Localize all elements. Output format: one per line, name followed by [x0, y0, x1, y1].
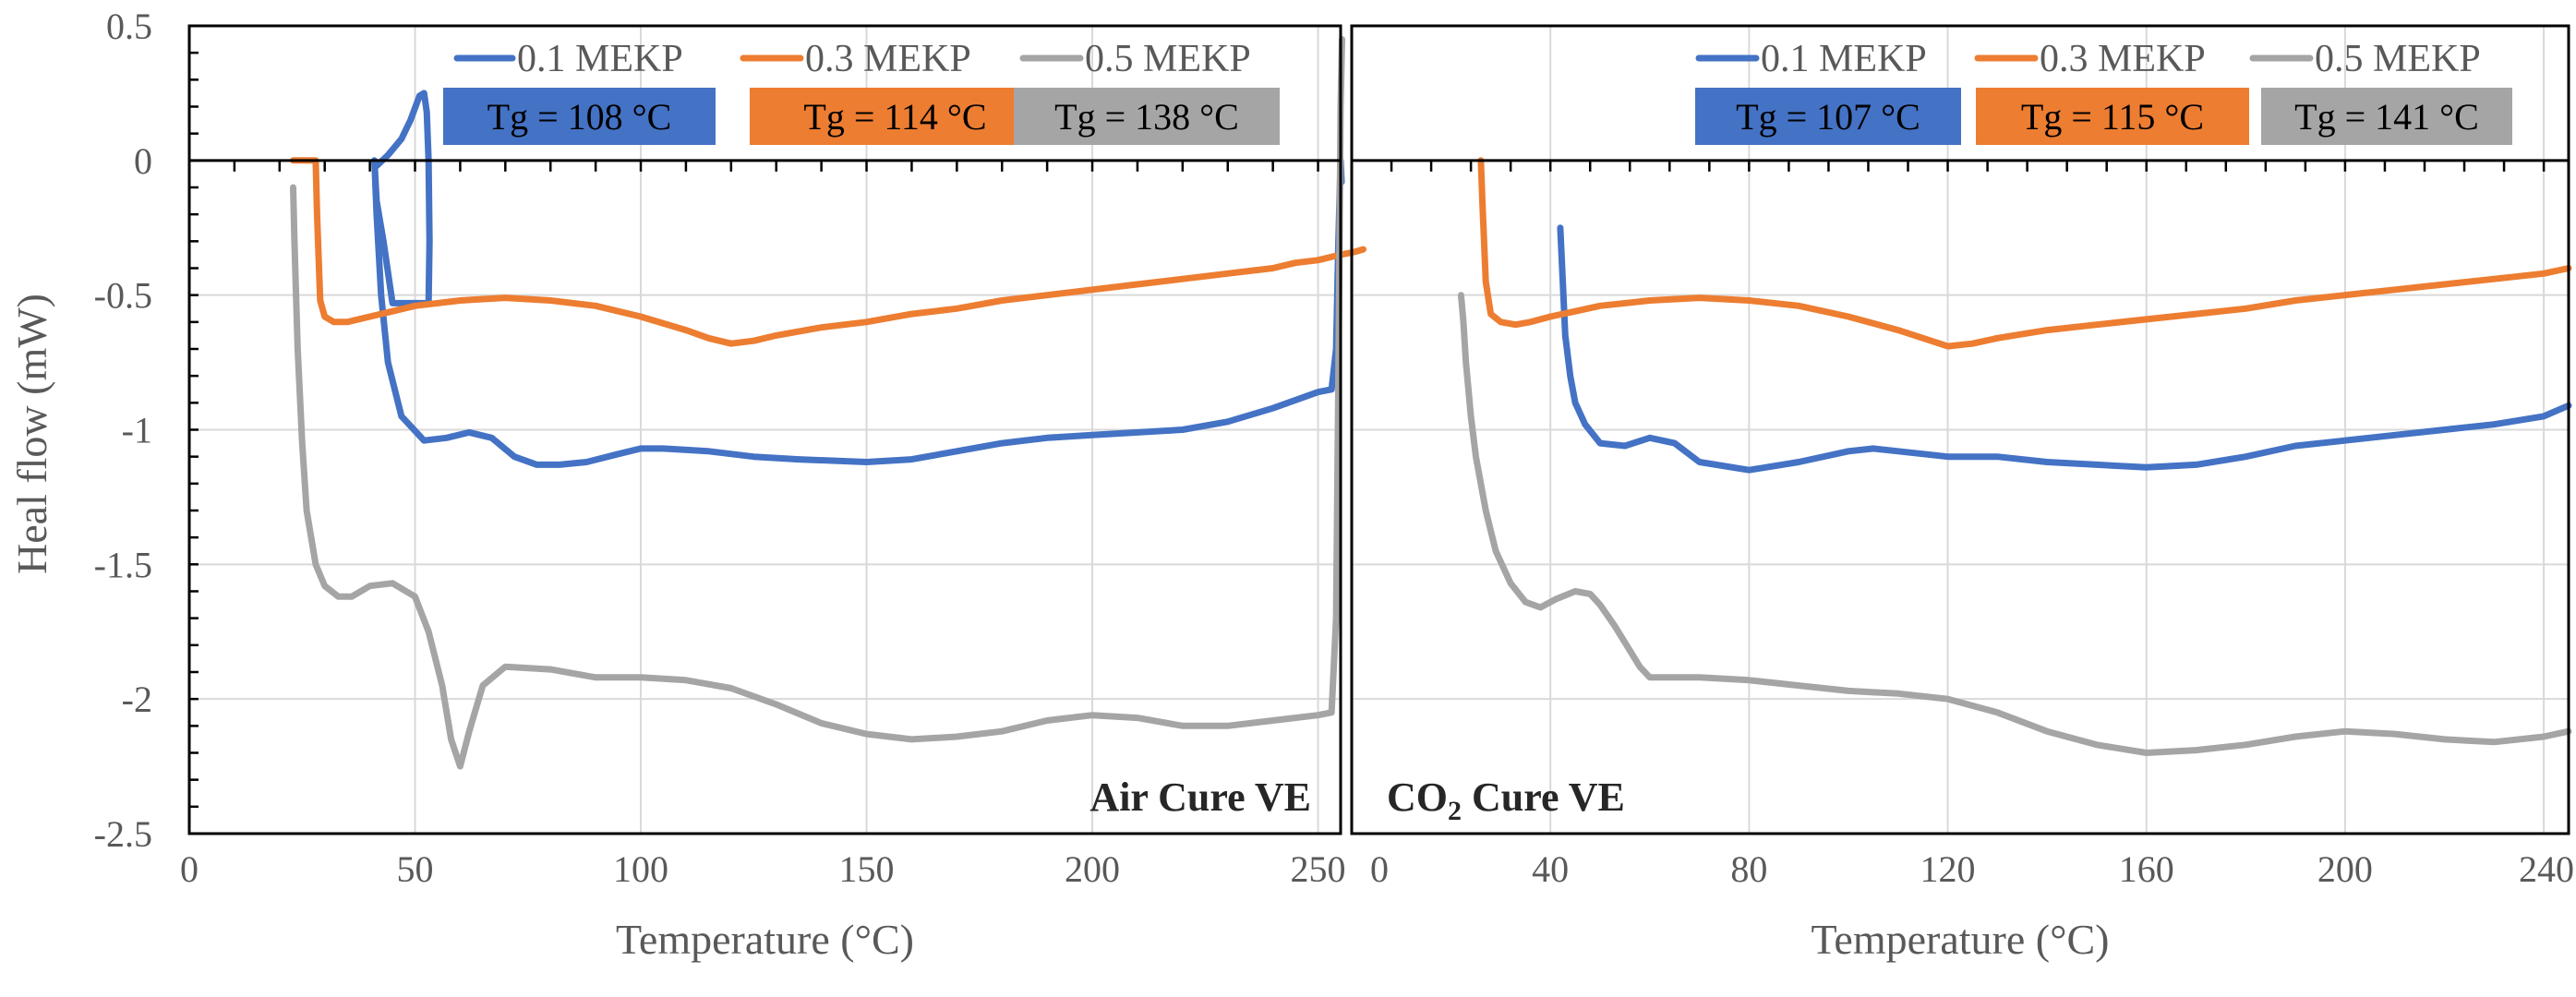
x-tick-label: 50 — [397, 848, 434, 890]
co2-cure-x-axis-title: Temperature (°C) — [1812, 916, 2110, 963]
co2-cure-tick-marks — [1350, 160, 2546, 172]
co2-label-rest: Cure VE — [1462, 775, 1625, 820]
series-line-03-mekp — [290, 157, 1366, 347]
co2-label-main: CO — [1387, 775, 1448, 820]
series-line-05-mekp — [290, 36, 1345, 770]
legend-entry-label: 0.5 MEKP — [1085, 38, 1251, 80]
x-tick-label: 250 — [1291, 848, 1346, 890]
y-tick-label: 0.5 — [106, 6, 152, 47]
air-cure-x-tick-labels: 0 50 100 150 200 250 — [180, 848, 1346, 890]
series-line-01-mekp — [1557, 224, 2572, 474]
y-tick-label: -2.5 — [94, 813, 152, 855]
air-cure-x-axis-title: Temperature (°C) — [616, 916, 914, 963]
air-cure-panel: 0 50 100 150 200 250 0.5 0 -0.5 -1 -1.5 -2 -2.5 0.1… — [94, 6, 1366, 963]
tg-value-label: Tg = 138 °C — [1054, 96, 1239, 138]
co2-cure-x-tick-labels: 0 40 80 120 160 200 240 — [1370, 848, 2574, 890]
co2-cure-panel-label: CO2 Cure VE — [1387, 775, 1625, 826]
x-tick-label: 150 — [839, 848, 895, 890]
tg-value-label: Tg = 108 °C — [488, 96, 672, 138]
x-tick-label: 240 — [2519, 848, 2574, 890]
legend-entry-label: 0.1 MEKP — [517, 38, 683, 80]
x-tick-label: 120 — [1920, 848, 1976, 890]
air-cure-legend: 0.1 MEKP Tg = 108 °C 0.3 MEKP Tg = 114 °C 0.… — [443, 38, 1280, 145]
tg-value-label: Tg = 141 °C — [2294, 96, 2479, 138]
legend-entry-label: 0.3 MEKP — [2040, 38, 2206, 80]
legend-entry-label: 0.5 MEKP — [2315, 38, 2481, 80]
x-tick-label: 80 — [1730, 848, 1767, 890]
y-tick-label: -1.5 — [94, 544, 152, 585]
tg-label-box — [1014, 88, 1280, 145]
series-line-03-mekp — [1477, 157, 2572, 350]
co2-cure-plot-frame — [1350, 24, 2570, 835]
x-tick-label: 0 — [1370, 848, 1389, 890]
tg-value-label: Tg = 114 °C — [803, 96, 986, 138]
legend-entry-label: 0.3 MEKP — [805, 38, 971, 80]
x-tick-label: 0 — [180, 848, 199, 890]
air-cure-y-tick-labels: 0.5 0 -0.5 -1 -1.5 -2 -2.5 — [94, 6, 152, 855]
y-tick-label: -0.5 — [94, 275, 152, 317]
air-cure-panel-label: Air Cure VE — [1089, 775, 1311, 820]
tg-label-box — [2261, 88, 2512, 145]
legend-entry-label: 0.1 MEKP — [1761, 38, 1927, 80]
co2-cure-series — [1457, 157, 2572, 756]
air-cure-tick-marks — [187, 24, 1319, 835]
air-cure-series — [290, 36, 1366, 770]
tg-value-label: Tg = 107 °C — [1736, 96, 1920, 138]
tg-value-label: Tg = 115 °C — [2021, 96, 2204, 138]
tg-label-box — [443, 88, 716, 145]
series-line-01-mekp — [371, 90, 1345, 468]
y-tick-label: 0 — [134, 140, 152, 182]
y-tick-label: -1 — [122, 410, 152, 451]
x-tick-label: 100 — [613, 848, 668, 890]
tg-label-box — [1976, 88, 2249, 145]
co2-label-subscript: 2 — [1448, 796, 1462, 826]
x-tick-label: 200 — [1065, 848, 1120, 890]
y-tick-label: -2 — [122, 679, 152, 720]
co2-cure-legend: 0.1 MEKP Tg = 107 °C 0.3 MEKP Tg = 115 °C 0.… — [1695, 38, 2512, 145]
x-tick-label: 40 — [1532, 848, 1569, 890]
series-line-05-mekp — [1457, 292, 2572, 756]
x-tick-label: 200 — [2317, 848, 2373, 890]
tg-label-box — [750, 88, 1041, 145]
tg-label-box — [1695, 88, 1961, 145]
y-axis-title: Heal flow (mW) — [8, 294, 55, 574]
x-tick-label: 160 — [2119, 848, 2174, 890]
co2-cure-panel: 0 40 80 120 160 200 240 0.1 MEKP Tg = 107 °C 0.3… — [1350, 24, 2574, 963]
